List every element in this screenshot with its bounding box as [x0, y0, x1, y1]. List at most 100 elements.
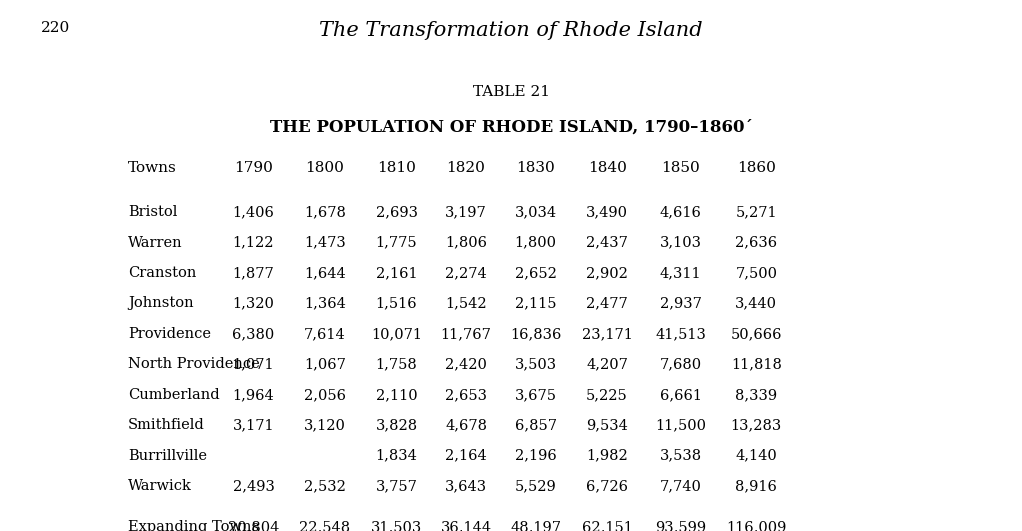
Text: 50,666: 50,666 — [731, 327, 782, 341]
Text: 1,758: 1,758 — [376, 357, 417, 371]
Text: 4,678: 4,678 — [445, 418, 487, 432]
Text: 3,503: 3,503 — [514, 357, 557, 371]
Text: 5,271: 5,271 — [736, 205, 777, 219]
Text: Warwick: Warwick — [128, 479, 192, 493]
Text: 1,473: 1,473 — [305, 236, 345, 250]
Text: TABLE 21: TABLE 21 — [472, 84, 550, 99]
Text: 3,440: 3,440 — [735, 296, 778, 311]
Text: 1840: 1840 — [588, 161, 626, 175]
Text: The Transformation of Rhode Island: The Transformation of Rhode Island — [319, 21, 703, 40]
Text: 2,420: 2,420 — [446, 357, 486, 371]
Text: 2,693: 2,693 — [375, 205, 418, 219]
Text: 1,834: 1,834 — [376, 449, 417, 463]
Text: 8,339: 8,339 — [735, 388, 778, 402]
Text: 1790: 1790 — [234, 161, 273, 175]
Text: 2,056: 2,056 — [304, 388, 346, 402]
Text: 2,164: 2,164 — [446, 449, 486, 463]
Text: 13,283: 13,283 — [731, 418, 782, 432]
Text: 5,225: 5,225 — [587, 388, 628, 402]
Text: 2,115: 2,115 — [515, 296, 556, 311]
Text: 5,529: 5,529 — [515, 479, 556, 493]
Text: 2,653: 2,653 — [445, 388, 487, 402]
Text: 1,678: 1,678 — [305, 205, 345, 219]
Text: 7,680: 7,680 — [659, 357, 702, 371]
Text: 1,877: 1,877 — [233, 266, 274, 280]
Text: 22,548: 22,548 — [299, 520, 351, 531]
Text: 3,538: 3,538 — [659, 449, 702, 463]
Text: 1,406: 1,406 — [233, 205, 274, 219]
Text: 1,364: 1,364 — [305, 296, 345, 311]
Text: Warren: Warren — [128, 236, 182, 250]
Text: 2,477: 2,477 — [587, 296, 628, 311]
Text: 2,937: 2,937 — [660, 296, 701, 311]
Text: 3,120: 3,120 — [305, 418, 345, 432]
Text: 11,767: 11,767 — [440, 327, 492, 341]
Text: 1,964: 1,964 — [233, 388, 274, 402]
Text: Cumberland: Cumberland — [128, 388, 220, 402]
Text: 9,534: 9,534 — [587, 418, 628, 432]
Text: Towns: Towns — [128, 161, 177, 175]
Text: 3,197: 3,197 — [446, 205, 486, 219]
Text: 2,532: 2,532 — [305, 479, 345, 493]
Text: 16,836: 16,836 — [510, 327, 561, 341]
Text: 93,599: 93,599 — [655, 520, 706, 531]
Text: 6,857: 6,857 — [514, 418, 557, 432]
Text: 1,775: 1,775 — [376, 236, 417, 250]
Text: 1,071: 1,071 — [233, 357, 274, 371]
Text: 11,500: 11,500 — [655, 418, 706, 432]
Text: 1,800: 1,800 — [514, 236, 557, 250]
Text: 8,916: 8,916 — [736, 479, 777, 493]
Text: THE POPULATION OF RHODE ISLAND, 1790–1860´: THE POPULATION OF RHODE ISLAND, 1790–186… — [270, 118, 752, 135]
Text: 4,140: 4,140 — [736, 449, 777, 463]
Text: 3,757: 3,757 — [376, 479, 417, 493]
Text: 1,982: 1,982 — [587, 449, 628, 463]
Text: 2,636: 2,636 — [735, 236, 778, 250]
Text: 31,503: 31,503 — [371, 520, 422, 531]
Text: 3,490: 3,490 — [586, 205, 629, 219]
Text: 48,197: 48,197 — [510, 520, 561, 531]
Text: 2,274: 2,274 — [446, 266, 486, 280]
Text: 7,614: 7,614 — [305, 327, 345, 341]
Text: 220: 220 — [41, 21, 71, 35]
Text: 11,818: 11,818 — [731, 357, 782, 371]
Text: 1820: 1820 — [447, 161, 485, 175]
Text: 62,151: 62,151 — [582, 520, 633, 531]
Text: 3,034: 3,034 — [514, 205, 557, 219]
Text: 2,437: 2,437 — [587, 236, 628, 250]
Text: 7,500: 7,500 — [735, 266, 778, 280]
Text: 1,516: 1,516 — [376, 296, 417, 311]
Text: Cranston: Cranston — [128, 266, 196, 280]
Text: 4,207: 4,207 — [587, 357, 628, 371]
Text: 3,103: 3,103 — [659, 236, 702, 250]
Text: 10,071: 10,071 — [371, 327, 422, 341]
Text: 1800: 1800 — [306, 161, 344, 175]
Text: 6,661: 6,661 — [659, 388, 702, 402]
Text: 2,196: 2,196 — [515, 449, 556, 463]
Text: 23,171: 23,171 — [582, 327, 633, 341]
Text: 4,616: 4,616 — [660, 205, 701, 219]
Text: 2,652: 2,652 — [515, 266, 556, 280]
Text: 3,171: 3,171 — [233, 418, 274, 432]
Text: Expanding Towns: Expanding Towns — [128, 520, 259, 531]
Text: 36,144: 36,144 — [440, 520, 492, 531]
Text: 7,740: 7,740 — [660, 479, 701, 493]
Text: 2,902: 2,902 — [587, 266, 628, 280]
Text: 6,726: 6,726 — [586, 479, 629, 493]
Text: 1,320: 1,320 — [233, 296, 274, 311]
Text: 2,493: 2,493 — [233, 479, 274, 493]
Text: 1850: 1850 — [661, 161, 700, 175]
Text: 1860: 1860 — [737, 161, 776, 175]
Text: 3,643: 3,643 — [445, 479, 487, 493]
Text: 3,675: 3,675 — [514, 388, 557, 402]
Text: 1,806: 1,806 — [445, 236, 487, 250]
Text: 3,828: 3,828 — [375, 418, 418, 432]
Text: 1830: 1830 — [516, 161, 555, 175]
Text: 41,513: 41,513 — [655, 327, 706, 341]
Text: 20,804: 20,804 — [228, 520, 279, 531]
Text: 1,122: 1,122 — [233, 236, 274, 250]
Text: 1,644: 1,644 — [305, 266, 345, 280]
Text: 1810: 1810 — [377, 161, 416, 175]
Text: North Providence: North Providence — [128, 357, 260, 371]
Text: 2,110: 2,110 — [376, 388, 417, 402]
Text: 1,067: 1,067 — [305, 357, 345, 371]
